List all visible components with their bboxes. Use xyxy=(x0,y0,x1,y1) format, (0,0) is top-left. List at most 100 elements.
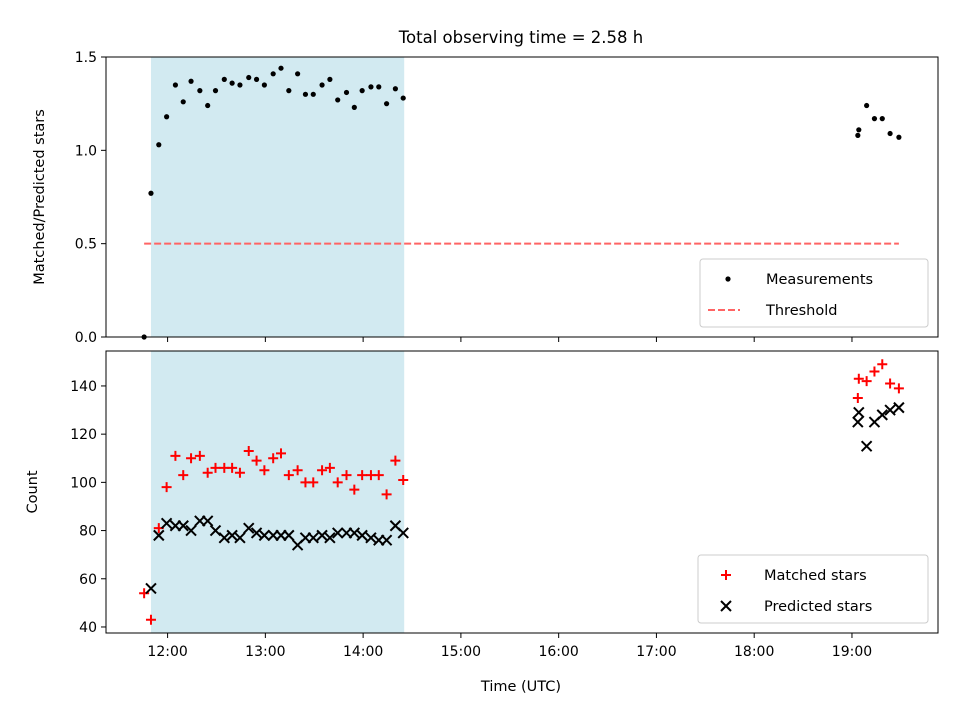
measurement-point xyxy=(319,82,325,88)
predicted-star-point xyxy=(160,517,173,530)
matched-star-point xyxy=(139,588,150,599)
matched-star-point xyxy=(885,378,896,389)
predicted-star-point xyxy=(397,527,409,539)
y-tick-label: 1.0 xyxy=(75,143,97,159)
predicted-star-point xyxy=(226,529,238,542)
measurement-point xyxy=(148,190,154,196)
measurement-point xyxy=(246,74,252,81)
measurement-point xyxy=(261,82,267,88)
predicted-star-point xyxy=(177,520,189,532)
matched-star-point xyxy=(869,366,880,377)
predicted-star-point xyxy=(356,529,368,542)
matched-star-point xyxy=(373,470,384,481)
measurement-point xyxy=(295,71,301,77)
y-tick-label: 80 xyxy=(79,524,97,540)
predicted-star-point xyxy=(209,524,222,537)
measurement-point xyxy=(180,99,186,105)
x-tick-label: 18:00 xyxy=(734,644,774,660)
shaded-interval xyxy=(150,57,405,337)
matched-star-point xyxy=(349,484,360,495)
y-tick-label: 40 xyxy=(79,620,97,636)
matched-star-point xyxy=(251,455,262,466)
x-tick-label: 12:00 xyxy=(147,644,187,660)
matched-star-point xyxy=(853,373,864,384)
measurement-point xyxy=(310,91,316,97)
measurement-point xyxy=(270,71,276,77)
legend-label: Measurements xyxy=(766,272,873,288)
matched-star-point xyxy=(292,465,303,476)
matched-star-point xyxy=(852,393,863,403)
y-tick-label: 140 xyxy=(70,379,97,395)
measurement-point xyxy=(212,88,219,94)
measurement-point xyxy=(335,97,341,103)
predicted-star-point xyxy=(380,534,393,546)
matched-star-point xyxy=(210,462,221,473)
top-panel: 0.0 0.5 1.0 1.5 Matched/Predicted stars Measu… xyxy=(32,50,939,346)
legend: Measurements Threshold xyxy=(699,258,929,328)
measurement-point xyxy=(376,84,382,90)
axes-frame xyxy=(105,56,939,338)
y-tick-label: 120 xyxy=(70,427,97,443)
predicted-star-point xyxy=(893,401,905,414)
x-tick-label: 15:00 xyxy=(441,644,481,660)
x-tick-label: 14:00 xyxy=(343,644,383,660)
predicted-star-point xyxy=(316,529,328,542)
matched-star-point xyxy=(324,462,335,473)
predicted-star-point xyxy=(876,409,888,421)
predicted-star-point xyxy=(332,527,344,539)
y-tick-label: 100 xyxy=(70,475,97,491)
measurement-point xyxy=(156,142,162,148)
predicted-star-point xyxy=(153,529,165,542)
y-tick-label: 60 xyxy=(79,572,97,588)
measurement-point xyxy=(855,132,861,138)
measurement-point xyxy=(400,95,406,101)
measurement-point xyxy=(197,88,203,94)
predicted-star-point xyxy=(234,532,246,544)
measurement-point xyxy=(229,80,235,86)
predicted-star-point xyxy=(860,440,873,452)
matched-star-point xyxy=(202,467,213,478)
measurement-point xyxy=(327,76,333,82)
predicted-star-point xyxy=(853,406,865,419)
predicted-star-point xyxy=(218,532,231,544)
measurement-point xyxy=(879,116,885,122)
matched-star-point xyxy=(398,474,409,485)
x-tick-label: 13:00 xyxy=(245,644,285,660)
measurement-point xyxy=(172,82,179,88)
legend-box xyxy=(699,258,929,328)
y-axis-label: Matched/Predicted stars xyxy=(32,109,48,285)
measurement-point xyxy=(253,76,260,82)
predicted-star-point xyxy=(250,527,263,539)
measurement-point xyxy=(864,102,870,109)
y-tick-label: 0.5 xyxy=(75,237,97,253)
matched-star-point xyxy=(178,470,189,481)
measurement-point xyxy=(887,130,893,137)
matched-star-point xyxy=(861,376,872,387)
x-tick-label: 16:00 xyxy=(538,644,578,660)
legend-marker xyxy=(721,570,731,580)
predicted-star-point xyxy=(365,532,377,544)
matched-star-point xyxy=(877,359,888,370)
legend-label: Predicted stars xyxy=(764,599,872,615)
measurement-point xyxy=(205,102,211,109)
bottom-panel: 40 60 80 100 120 140 12:00 13:00 14:00 15:00 16:00… xyxy=(25,350,939,660)
measurement-point xyxy=(856,127,862,133)
measurement-point xyxy=(237,82,243,88)
measurement-point xyxy=(278,65,284,71)
predicted-star-point xyxy=(201,515,214,527)
predicted-star-point xyxy=(258,529,271,542)
matched-star-point xyxy=(259,465,270,476)
matched-star-point xyxy=(145,614,156,625)
measurement-point xyxy=(343,89,350,96)
matched-star-point xyxy=(390,455,401,466)
predicted-star-point xyxy=(145,582,157,595)
x-tick-label: 19:00 xyxy=(832,644,872,660)
predicted-star-point xyxy=(307,532,319,544)
legend-box xyxy=(697,554,929,624)
legend-marker xyxy=(720,600,732,612)
chart-title: Total observing time = 2.58 h xyxy=(398,28,643,47)
measurement-point xyxy=(392,86,398,92)
predicted-star-point xyxy=(324,532,336,544)
matched-star-point xyxy=(283,470,294,481)
